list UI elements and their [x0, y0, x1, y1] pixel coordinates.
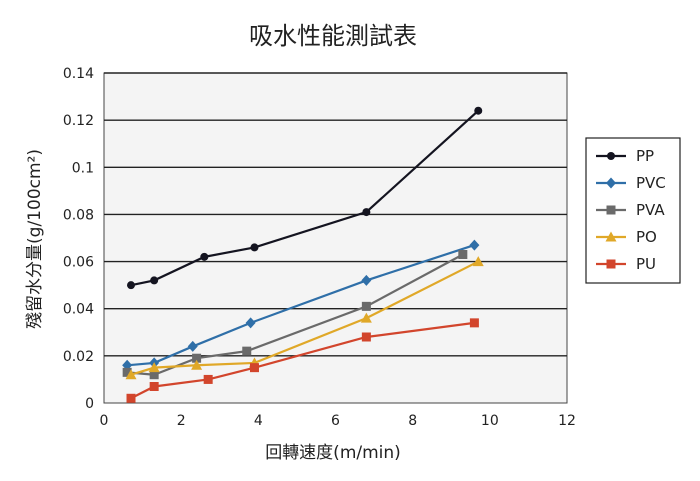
data-point-pva: [149, 370, 159, 380]
x-tick-label: 0: [100, 413, 109, 429]
y-tick-label: 0: [85, 396, 94, 412]
legend-marker-pu: [606, 259, 616, 269]
x-tick-label: 6: [331, 413, 340, 429]
data-point-pp: [250, 243, 259, 252]
x-tick-label: 2: [177, 413, 186, 429]
data-point-pvc: [361, 274, 372, 286]
data-point-pva: [458, 250, 468, 259]
legend-label-po: PO: [636, 228, 657, 246]
data-point-pvc: [469, 239, 480, 251]
data-point-pp: [474, 106, 483, 115]
data-point-pva: [192, 353, 202, 363]
y-tick-label: 0.06: [63, 255, 94, 271]
legend-marker-pva: [606, 205, 616, 215]
data-point-po: [125, 369, 137, 380]
data-point-pp: [200, 252, 209, 261]
series-pu: [126, 318, 479, 403]
data-point-pu: [203, 374, 213, 384]
series-line-po: [130, 260, 479, 376]
series-pva: [122, 250, 468, 380]
x-tick-label: 10: [481, 413, 499, 429]
data-point-po: [148, 362, 160, 373]
legend: PP PVC PVA PO PU: [585, 137, 681, 284]
data-point-pu: [469, 318, 479, 328]
legend-label-pvc: PVC: [636, 174, 666, 192]
y-tick-label: 0.14: [63, 66, 94, 82]
data-point-pu: [361, 332, 371, 342]
data-point-pu: [126, 393, 136, 403]
data-point-pva: [242, 346, 252, 356]
series-line-pva: [127, 253, 464, 376]
series-pp: [127, 106, 483, 290]
data-point-pvc: [245, 317, 256, 329]
data-point-pva: [122, 367, 132, 377]
legend-label-pva: PVA: [636, 201, 665, 219]
y-tick-label: 0.1: [72, 160, 94, 176]
data-point-pu: [149, 382, 159, 391]
data-point-po: [191, 359, 203, 370]
y-tick-label: 0.02: [63, 349, 94, 365]
data-point-po: [360, 312, 372, 323]
data-point-pp: [362, 208, 371, 217]
y-tick-label: 0.12: [63, 113, 94, 129]
data-point-po: [472, 256, 484, 267]
y-tick-label: 0.08: [63, 207, 94, 223]
y-axis-label: 殘留水分量(g/100cm²): [25, 149, 45, 329]
x-axis-label: 回轉速度(m/min): [265, 443, 401, 463]
x-tick-label: 8: [408, 413, 417, 429]
data-point-pvc: [187, 340, 198, 352]
legend-marker-po: [605, 231, 617, 242]
data-point-pp: [127, 281, 136, 290]
legend-marker-pp: [607, 152, 615, 160]
chart-title: 吸水性能測試表: [249, 22, 417, 50]
legend-label-pu: PU: [636, 255, 656, 273]
data-point-pu: [249, 363, 259, 373]
plot-area: [103, 72, 568, 404]
x-tick-label: 4: [254, 413, 263, 429]
data-point-pva: [361, 301, 371, 311]
legend-label-pp: PP: [636, 147, 654, 165]
legend-marker-pvc: [606, 177, 616, 189]
y-tick-label: 0.04: [63, 302, 94, 318]
x-tick-label: 12: [558, 413, 576, 429]
data-point-pp: [150, 276, 159, 285]
